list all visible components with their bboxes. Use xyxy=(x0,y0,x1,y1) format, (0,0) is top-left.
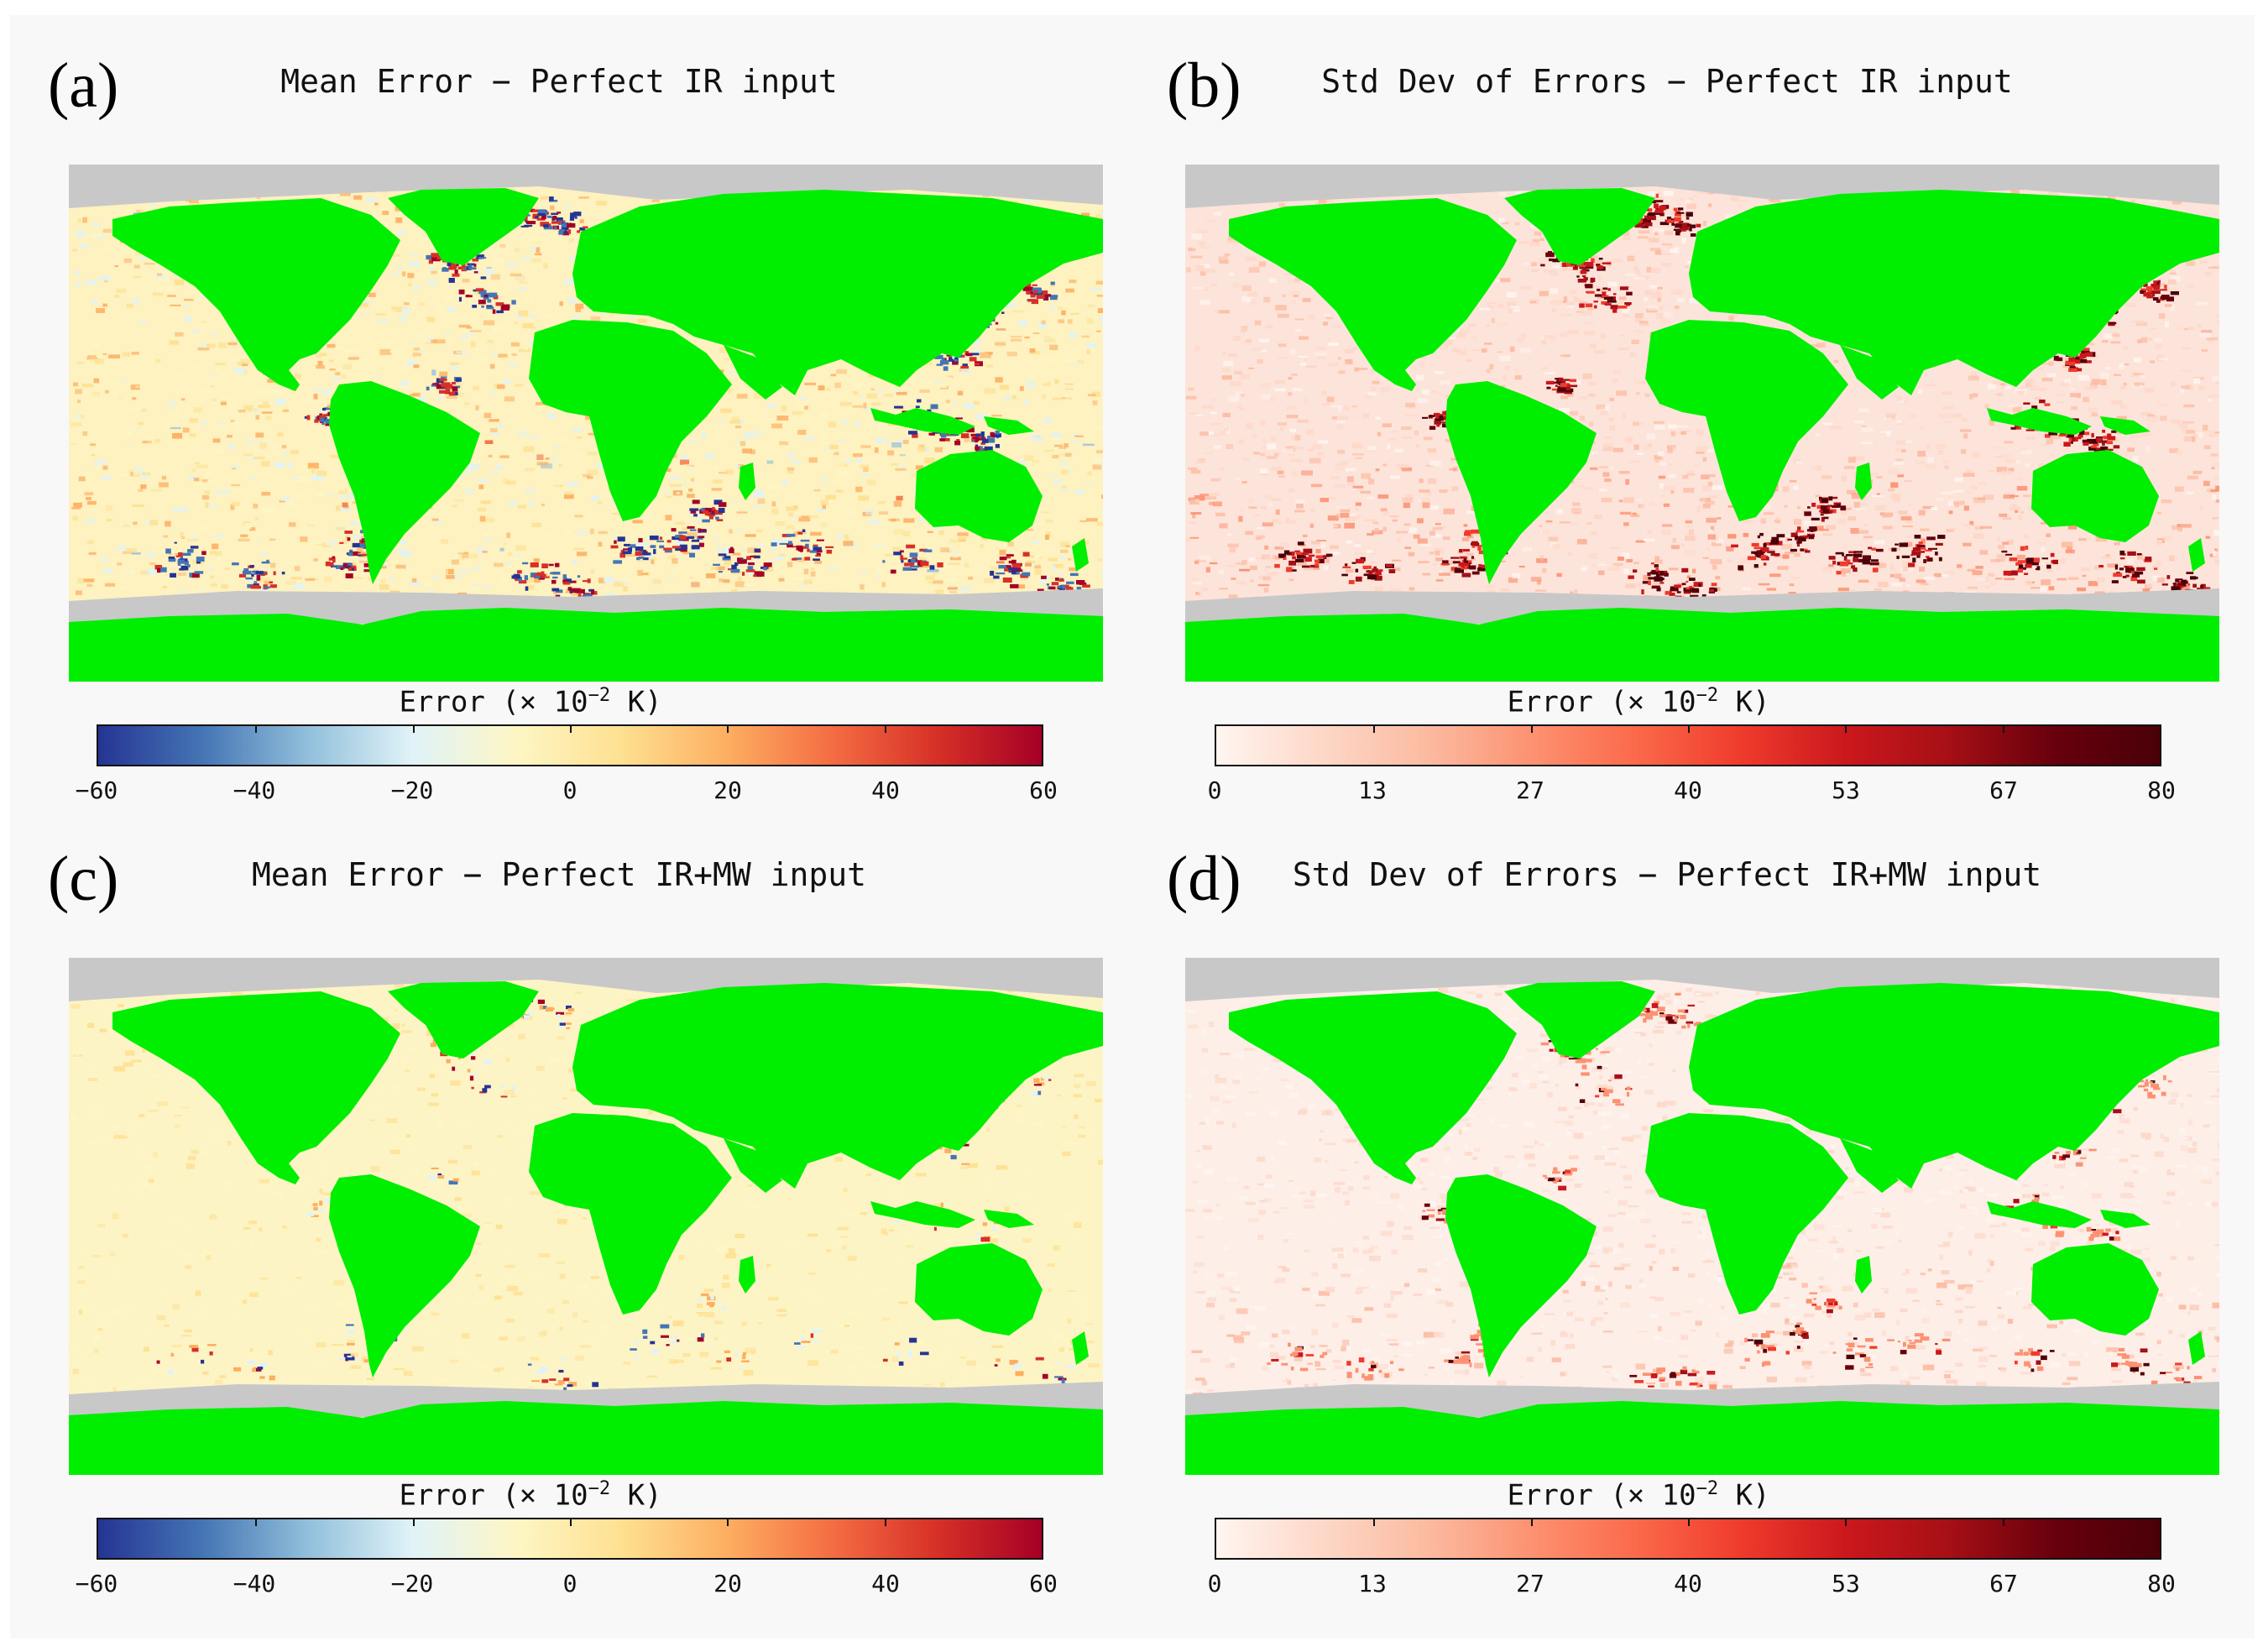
colorbar-title: Error (× 10−2 K) xyxy=(0,1478,1084,1513)
tick-label: 20 xyxy=(713,1570,742,1597)
colorbar-tick-mark xyxy=(2002,1519,2004,1526)
tick-label: 40 xyxy=(1674,1570,1702,1597)
colorbar xyxy=(1215,724,2161,766)
colorbar-tick-mark xyxy=(255,726,258,733)
colorbar-unit: K) xyxy=(1718,1478,1770,1513)
tick-label: 53 xyxy=(1832,1570,1860,1597)
colorbar-exponent: −2 xyxy=(588,685,611,706)
colorbar-ticks: −60 −40 −20 0 20 40 60 xyxy=(76,776,1058,808)
panel-letter: (a) xyxy=(48,50,119,121)
tick-label: 27 xyxy=(1516,1570,1544,1597)
colorbar-exponent: −2 xyxy=(588,1478,611,1499)
figure: (a) Mean Error − Perfect IR input Error … xyxy=(10,15,2255,1639)
colorbar-tick-mark xyxy=(727,726,729,733)
colorbar-tick-mark xyxy=(1688,726,1690,733)
colorbar-label: Error (× 10 xyxy=(1507,1478,1696,1513)
world-map xyxy=(69,165,1103,682)
tick-label: 53 xyxy=(1832,776,1860,804)
colorbar-label: Error (× 10 xyxy=(399,1478,588,1513)
colorbar-tick-mark xyxy=(1373,1519,1376,1526)
colorbar-tick-mark xyxy=(1530,726,1533,733)
tick-label: 40 xyxy=(871,776,900,804)
world-map xyxy=(1185,165,2219,682)
panel-title: Std Dev of Errors − Perfect IR input xyxy=(1321,63,2013,100)
colorbar-label: Error (× 10 xyxy=(1507,685,1696,719)
panel-b: (b) Std Dev of Errors − Perfect IR input… xyxy=(1118,15,2226,808)
tick-label: 0 xyxy=(562,776,578,804)
tick-label: 13 xyxy=(1358,1570,1387,1597)
panel-letter: (b) xyxy=(1167,50,1241,121)
colorbar-tick-mark xyxy=(1845,1519,1848,1526)
map-canvas xyxy=(1185,958,2219,1475)
colorbar-exponent: −2 xyxy=(1696,1478,1719,1499)
colorbar-ticks: −60 −40 −20 0 20 40 60 xyxy=(76,1570,1058,1601)
map-canvas xyxy=(1185,165,2219,682)
tick-label: 0 xyxy=(1207,1570,1222,1597)
world-map xyxy=(1185,958,2219,1475)
panel-a: (a) Mean Error − Perfect IR input Error … xyxy=(10,15,1118,808)
colorbar-label: Error (× 10 xyxy=(399,685,588,719)
tick-label: 27 xyxy=(1516,776,1544,804)
tick-label: 0 xyxy=(1207,776,1222,804)
colorbar-tick-mark xyxy=(412,1519,415,1526)
colorbar-ticks: 0 13 27 40 53 67 80 xyxy=(1208,1570,2176,1601)
tick-label: 40 xyxy=(871,1570,900,1597)
panel-letter: (c) xyxy=(48,844,119,914)
colorbar-tick-mark xyxy=(884,726,886,733)
colorbar-unit: K) xyxy=(610,1478,662,1513)
colorbar-tick-mark xyxy=(1373,726,1376,733)
tick-label: 80 xyxy=(2147,1570,2176,1597)
tick-label: 60 xyxy=(1029,776,1058,804)
colorbar-tick-mark xyxy=(2002,726,2004,733)
land-mask xyxy=(1185,981,2219,1475)
tick-label: −60 xyxy=(75,776,118,804)
colorbar-tick-mark xyxy=(255,1519,258,1526)
tick-label: −40 xyxy=(233,1570,276,1597)
tick-label: 80 xyxy=(2147,776,2176,804)
tick-label: −20 xyxy=(390,776,434,804)
colorbar-tick-mark xyxy=(1845,726,1848,733)
colorbar xyxy=(97,724,1043,766)
tick-label: −20 xyxy=(390,1570,434,1597)
colorbar-title: Error (× 10−2 K) xyxy=(1084,1478,2192,1513)
tick-label: 40 xyxy=(1674,776,1702,804)
tick-label: 67 xyxy=(1989,776,2018,804)
tick-label: 20 xyxy=(713,776,742,804)
colorbar-tick-mark xyxy=(1530,1519,1533,1526)
colorbar-tick-mark xyxy=(727,1519,729,1526)
colorbar xyxy=(1215,1518,2161,1560)
colorbar-tick-mark xyxy=(1688,1519,1690,1526)
panel-title: Mean Error − Perfect IR+MW input xyxy=(251,856,867,893)
colorbar-tick-mark xyxy=(570,1519,572,1526)
colorbar-tick-mark xyxy=(570,726,572,733)
colorbar-ticks: 0 13 27 40 53 67 80 xyxy=(1208,776,2176,808)
panel-title: Std Dev of Errors − Perfect IR+MW input xyxy=(1292,856,2042,893)
colorbar-unit: K) xyxy=(1718,685,1770,719)
land-mask xyxy=(69,188,1103,682)
colorbar-unit: K) xyxy=(610,685,662,719)
colorbar-tick-mark xyxy=(412,726,415,733)
colorbar xyxy=(97,1518,1043,1560)
tick-label: 60 xyxy=(1029,1570,1058,1597)
tick-label: 0 xyxy=(562,1570,578,1597)
map-canvas xyxy=(69,958,1103,1475)
land-mask xyxy=(1185,188,2219,682)
colorbar-title: Error (× 10−2 K) xyxy=(1084,685,2192,719)
map-canvas xyxy=(69,165,1103,682)
panel-letter: (d) xyxy=(1167,844,1241,914)
world-map xyxy=(69,958,1103,1475)
tick-label: 67 xyxy=(1989,1570,2018,1597)
colorbar-title: Error (× 10−2 K) xyxy=(0,685,1084,719)
panel-title: Mean Error − Perfect IR input xyxy=(280,63,838,100)
tick-label: −40 xyxy=(233,776,276,804)
colorbar-tick-mark xyxy=(884,1519,886,1526)
panel-c: (c) Mean Error − Perfect IR+MW input Err… xyxy=(10,808,1118,1602)
colorbar-exponent: −2 xyxy=(1696,685,1719,706)
tick-label: −60 xyxy=(75,1570,118,1597)
land-mask xyxy=(69,981,1103,1475)
tick-label: 13 xyxy=(1358,776,1387,804)
panel-d: (d) Std Dev of Errors − Perfect IR+MW in… xyxy=(1118,808,2226,1602)
